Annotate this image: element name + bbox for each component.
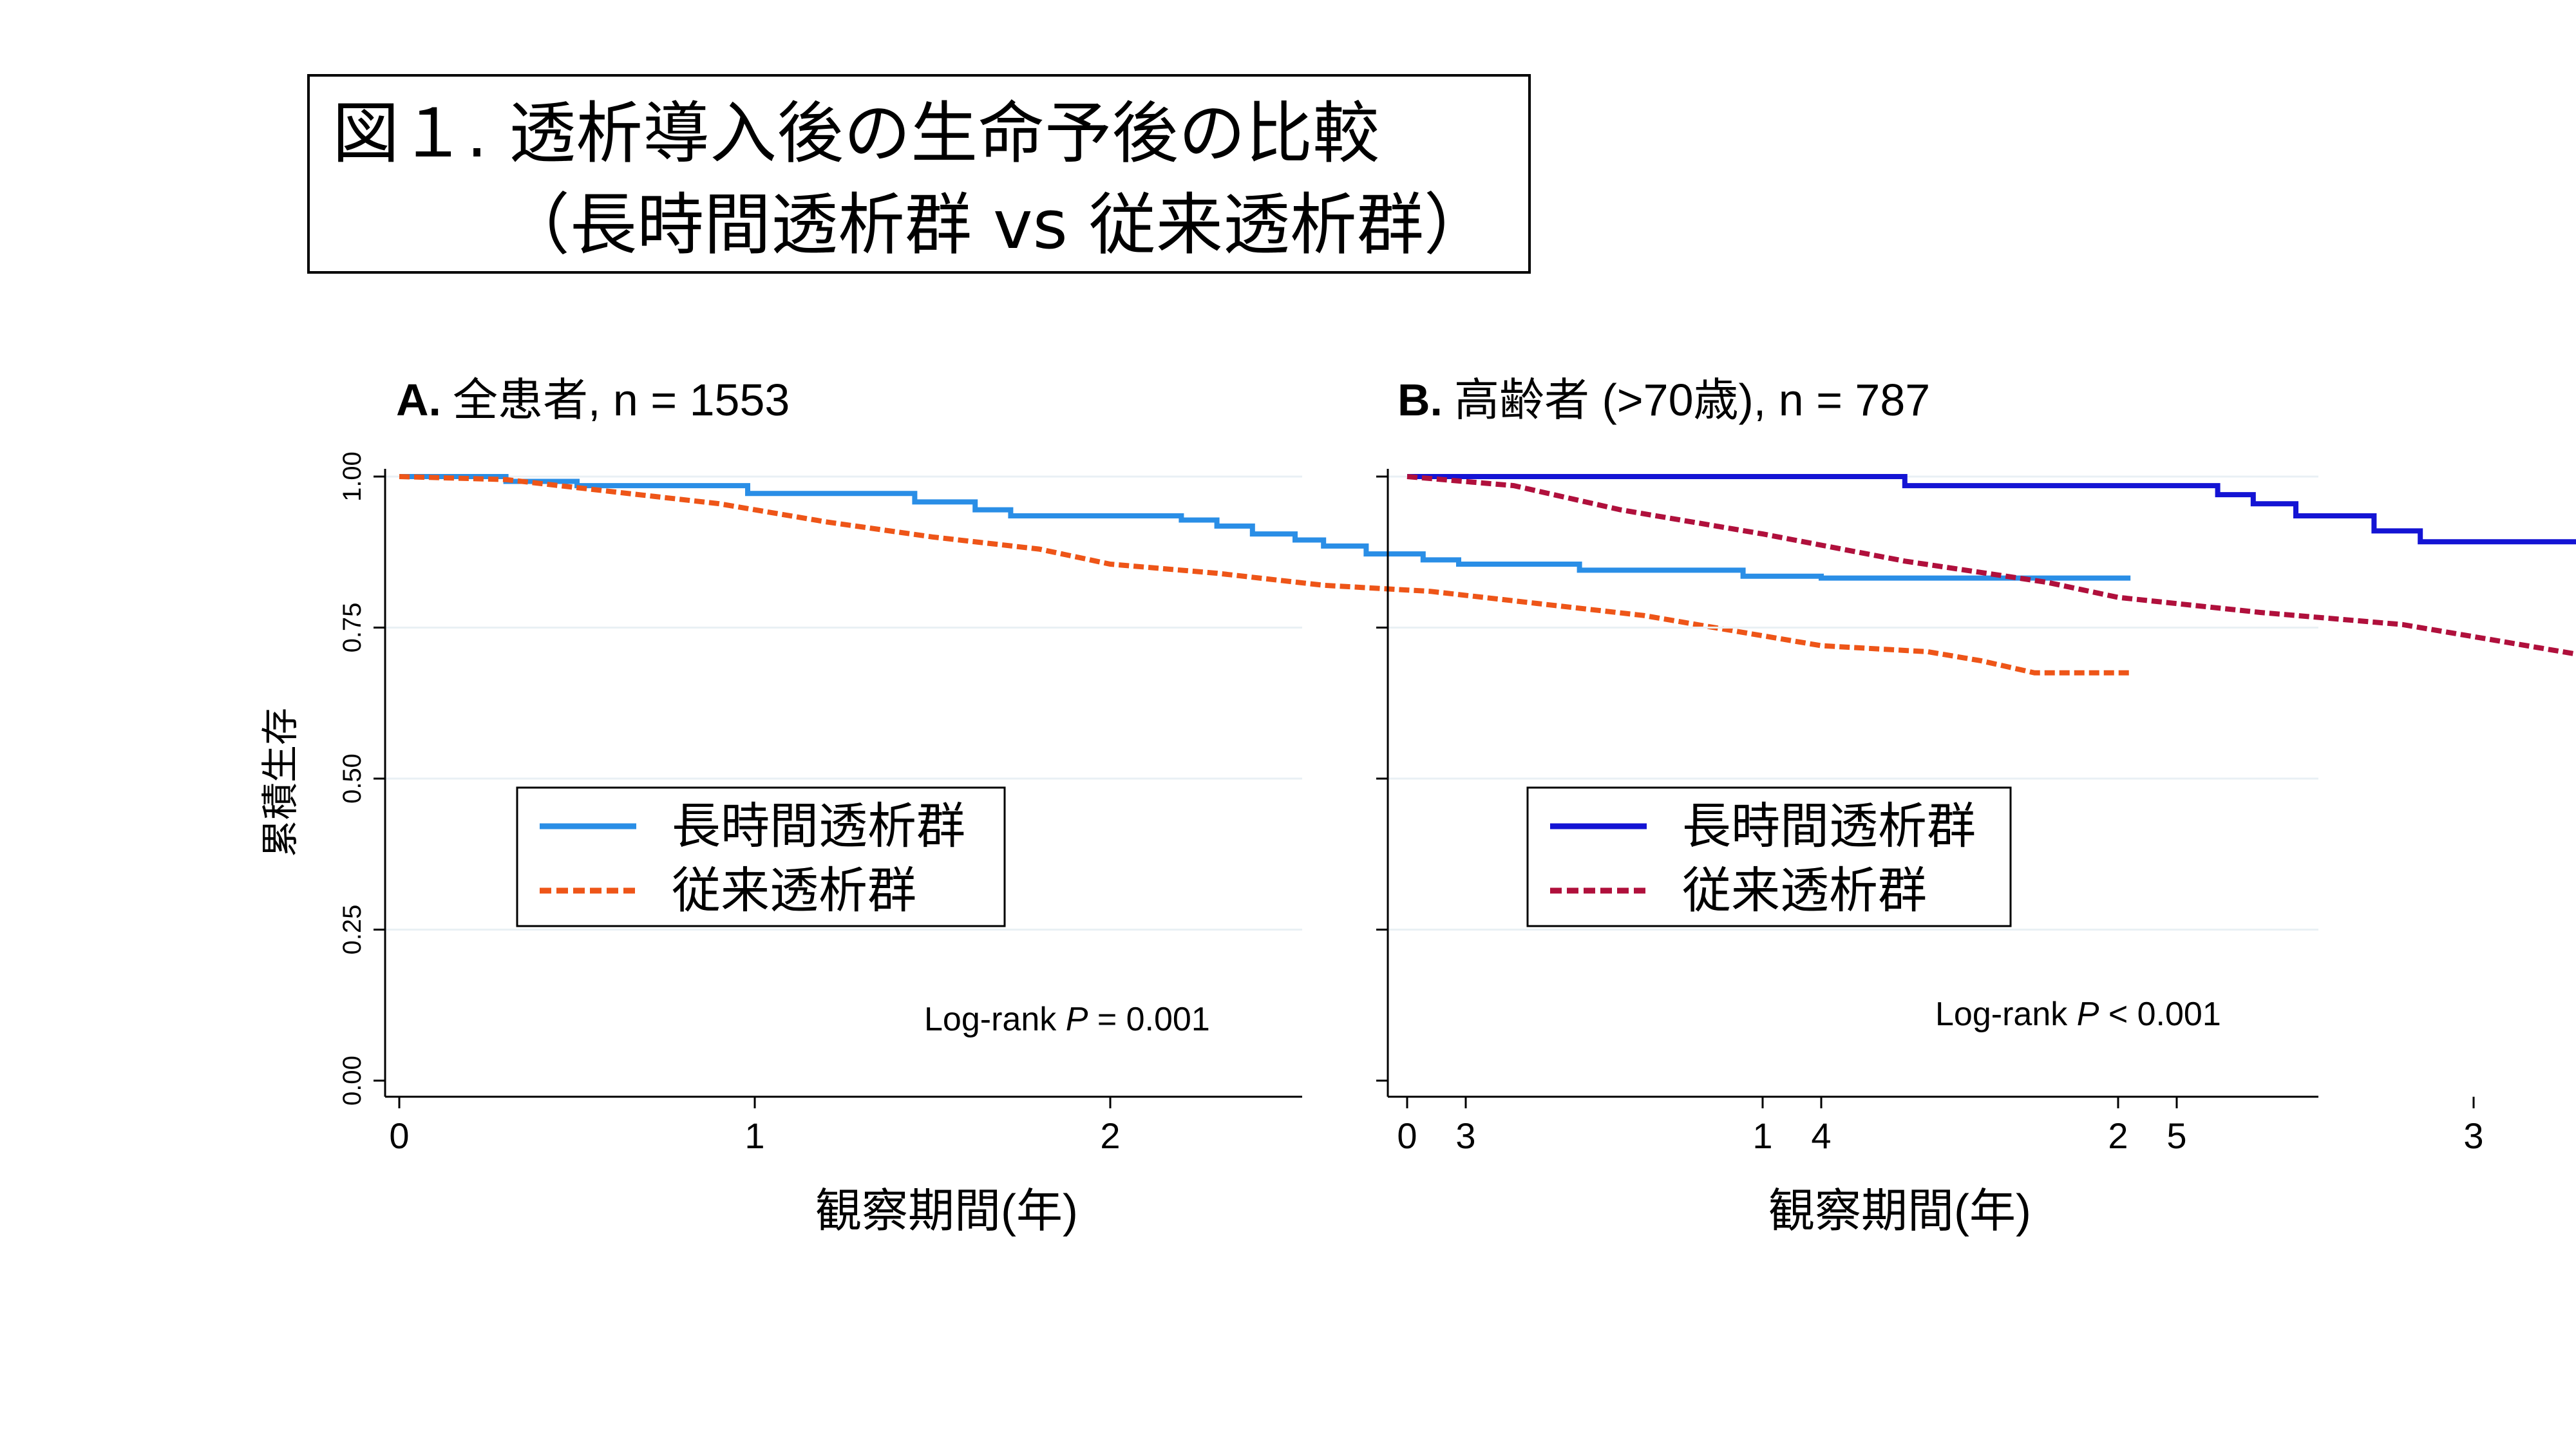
y-tick-label: 0.50 — [338, 753, 366, 804]
x-tick-label: 3 — [2463, 1115, 2483, 1156]
legend-box — [516, 786, 1006, 927]
x-tick-label: 2 — [1100, 1115, 1120, 1156]
series-line-long-dialysis — [1407, 474, 2576, 545]
chart-panel-a: 0.00 0.25 0.50 0.75 1.00 0 1 2 3 4 5 A. 全患者, n = 155… — [260, 375, 2187, 1237]
figure-title-box: 図１. 透析導入後の生命予後の比較 （長時間透析群 vs 従来透析群） — [307, 74, 1531, 274]
x-tick-label: 5 — [2166, 1115, 2186, 1156]
annotation-value: = 0.001 — [1088, 1001, 1209, 1038]
x-tick-label: 1 — [744, 1115, 764, 1156]
x-tick-label: 4 — [1811, 1115, 1831, 1156]
chart-panel-label: A. — [396, 375, 441, 425]
chart-title: B. 高齢者 (>70歳), n = 787 — [1397, 375, 1930, 425]
y-tick-label: 0.00 — [338, 1056, 366, 1106]
y-axis-label: 累積生存 — [260, 708, 301, 857]
x-axis-label: 観察期間(年) — [1768, 1186, 2031, 1237]
annotation-prefix: Log-rank — [924, 1001, 1066, 1038]
x-tick-label: 0 — [389, 1115, 409, 1156]
log-rank-annotation: Log-rank P = 0.001 — [924, 1001, 1210, 1038]
series-line-conventional-dialysis — [399, 474, 2131, 676]
x-tick-label: 3 — [1455, 1115, 1475, 1156]
legend-label: 従来透析群 — [1682, 864, 1927, 918]
annotation-p: P — [1066, 1001, 1088, 1038]
annotation-value: < 0.001 — [2099, 996, 2221, 1033]
annotation-p: P — [2077, 996, 2099, 1033]
x-tick-label: 0 — [1397, 1115, 1417, 1156]
x-tick-label: 1 — [1752, 1115, 1772, 1156]
log-rank-annotation: Log-rank P < 0.001 — [1935, 996, 2221, 1033]
chart-panel-label: B. — [1397, 375, 1443, 425]
chart-title-text: 全患者, n = 1553 — [453, 375, 790, 425]
annotation-prefix: Log-rank — [1935, 996, 2077, 1033]
series-line-long-dialysis — [399, 474, 2131, 581]
chart-title-text: 高齢者 (>70歳), n = 787 — [1454, 375, 1930, 425]
legend-label: 長時間透析群 — [672, 799, 965, 854]
legend-label: 長時間透析群 — [1682, 799, 1976, 854]
chart-panel-b: 0 1 2 3 4 5 B.高齢者 (>70歳), n = 787 観察期間(年) 長時間透析群… — [1376, 375, 2576, 1237]
chart-title: A. 全患者, n = 1553 — [396, 375, 790, 425]
figure-title-line1: 図１. 透析導入後の生命予後の比較 — [332, 94, 1380, 173]
y-tick-label: 0.25 — [338, 905, 366, 955]
legend-label: 従来透析群 — [672, 864, 916, 918]
legend-box — [1526, 786, 2012, 927]
figure-title-line2: （長時間透析群 vs 従来透析群） — [503, 185, 1491, 264]
x-tick-label: 2 — [2108, 1115, 2128, 1156]
x-axis-label: 観察期間(年) — [815, 1186, 1078, 1237]
series-line-conventional-dialysis — [1406, 474, 2576, 657]
y-tick-label: 1.00 — [338, 451, 366, 502]
y-tick-label: 0.75 — [338, 603, 366, 653]
